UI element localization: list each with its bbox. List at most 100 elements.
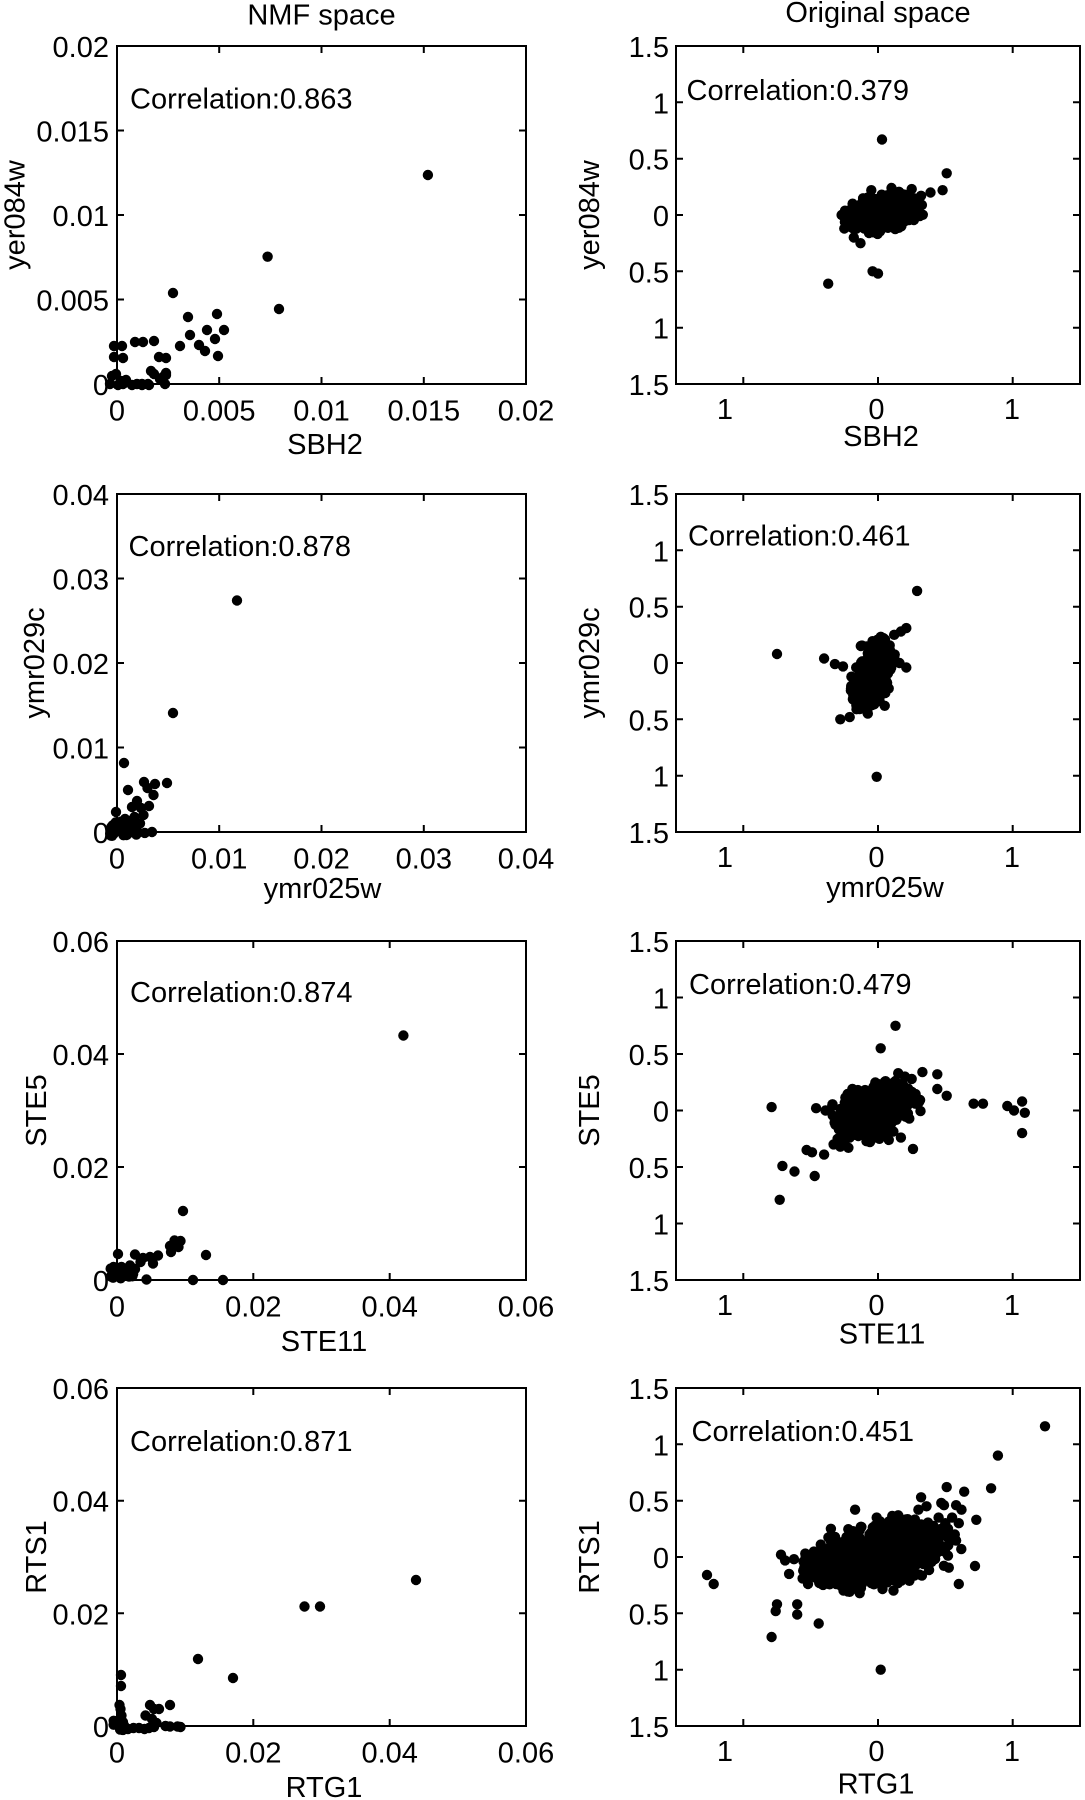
svg-text:0.5: 0.5 [629,593,669,625]
svg-text:0: 0 [93,370,109,402]
svg-text:0: 0 [653,1543,669,1575]
svg-text:0.5: 0.5 [629,1040,669,1072]
svg-text:1: 1 [1004,842,1020,874]
svg-text:0: 0 [109,844,125,876]
svg-text:0.5: 0.5 [629,1487,669,1519]
svg-text:0: 0 [93,818,109,850]
svg-text:0: 0 [868,394,884,426]
svg-text:RTG1: RTG1 [838,1769,915,1800]
svg-text:ymr025w: ymr025w [264,873,383,905]
svg-text:1.5: 1.5 [629,1266,669,1298]
svg-text:1: 1 [653,1210,669,1242]
svg-text:0.06: 0.06 [498,1292,554,1324]
svg-text:1: 1 [653,314,669,346]
svg-text:0.015: 0.015 [36,117,109,149]
svg-text:STE11: STE11 [281,1326,368,1358]
svg-text:Correlation:0.461: Correlation:0.461 [688,521,910,553]
svg-text:Correlation:0.863: Correlation:0.863 [130,84,352,116]
svg-text:0.005: 0.005 [36,286,109,318]
svg-text:RTS1: RTS1 [574,1520,606,1594]
svg-text:0.04: 0.04 [53,480,109,512]
svg-text:0.03: 0.03 [396,844,452,876]
svg-text:1: 1 [653,1656,669,1688]
svg-text:SBH2: SBH2 [843,421,919,453]
svg-text:yer084w: yer084w [574,159,606,270]
svg-text:Correlation:0.874: Correlation:0.874 [130,977,352,1009]
svg-text:0: 0 [93,1266,109,1298]
svg-text:0.02: 0.02 [53,1153,109,1185]
svg-text:1: 1 [1004,1290,1020,1322]
svg-text:1.5: 1.5 [629,1374,669,1406]
svg-text:0.04: 0.04 [498,844,554,876]
svg-text:0.04: 0.04 [53,1040,109,1072]
svg-text:0: 0 [109,396,125,428]
svg-text:0.06: 0.06 [53,1374,109,1406]
svg-text:1.5: 1.5 [629,480,669,512]
svg-text:0: 0 [868,1290,884,1322]
svg-text:0.04: 0.04 [361,1738,417,1770]
svg-text:yer084w: yer084w [0,159,32,270]
svg-text:0.02: 0.02 [53,32,109,64]
svg-text:1.5: 1.5 [629,32,669,64]
svg-text:0.02: 0.02 [53,1599,109,1631]
svg-text:1.5: 1.5 [629,1712,669,1744]
svg-text:0.015: 0.015 [388,396,461,428]
svg-text:1: 1 [717,1736,733,1768]
svg-text:0.01: 0.01 [191,844,247,876]
svg-text:0.06: 0.06 [498,1738,554,1770]
svg-text:ymr025w: ymr025w [826,872,945,904]
svg-text:0.06: 0.06 [53,927,109,959]
svg-text:0: 0 [109,1292,125,1324]
svg-text:1: 1 [653,536,669,568]
svg-text:1: 1 [1004,394,1020,426]
svg-text:0: 0 [868,842,884,874]
svg-text:0: 0 [653,201,669,233]
svg-text:1: 1 [717,842,733,874]
svg-text:0.03: 0.03 [53,565,109,597]
svg-text:0.5: 0.5 [629,705,669,737]
svg-text:1: 1 [717,1290,733,1322]
svg-text:0: 0 [868,1736,884,1768]
svg-text:1: 1 [653,762,669,794]
svg-text:Correlation:0.451: Correlation:0.451 [692,1416,914,1448]
svg-text:ymr029c: ymr029c [19,607,51,718]
svg-text:1.5: 1.5 [629,927,669,959]
svg-text:0.5: 0.5 [629,1153,669,1185]
svg-text:RTS1: RTS1 [21,1520,53,1594]
svg-text:1.5: 1.5 [629,370,669,402]
svg-text:0: 0 [93,1712,109,1744]
svg-text:Correlation:0.479: Correlation:0.479 [689,969,911,1001]
svg-text:1.5: 1.5 [629,818,669,850]
svg-text:0.02: 0.02 [225,1292,281,1324]
svg-text:0: 0 [653,649,669,681]
svg-text:0.02: 0.02 [225,1738,281,1770]
svg-text:STE5: STE5 [21,1074,53,1147]
svg-text:ymr029c: ymr029c [574,607,606,718]
svg-text:0.5: 0.5 [629,145,669,177]
svg-text:0.01: 0.01 [53,201,109,233]
svg-text:0.01: 0.01 [53,734,109,766]
svg-text:1: 1 [653,1430,669,1462]
svg-text:Correlation:0.878: Correlation:0.878 [129,531,351,563]
svg-text:Original space: Original space [785,0,970,29]
svg-text:0.01: 0.01 [293,396,349,428]
svg-text:1: 1 [653,984,669,1016]
svg-text:0.005: 0.005 [183,396,256,428]
svg-text:Correlation:0.379: Correlation:0.379 [687,75,909,107]
svg-text:0.02: 0.02 [53,649,109,681]
svg-text:STE11: STE11 [839,1319,926,1351]
svg-text:Correlation:0.871: Correlation:0.871 [130,1426,352,1458]
svg-text:0: 0 [109,1738,125,1770]
svg-text:NMF space: NMF space [247,0,395,32]
svg-text:0.5: 0.5 [629,257,669,289]
svg-text:STE5: STE5 [574,1074,606,1147]
svg-text:1: 1 [653,88,669,120]
svg-text:SBH2: SBH2 [287,429,363,461]
svg-text:0: 0 [653,1097,669,1129]
svg-text:RTG1: RTG1 [286,1772,363,1800]
svg-text:0.02: 0.02 [293,844,349,876]
svg-text:0.5: 0.5 [629,1599,669,1631]
svg-text:0.02: 0.02 [498,396,554,428]
svg-text:1: 1 [717,394,733,426]
svg-text:0.04: 0.04 [53,1487,109,1519]
